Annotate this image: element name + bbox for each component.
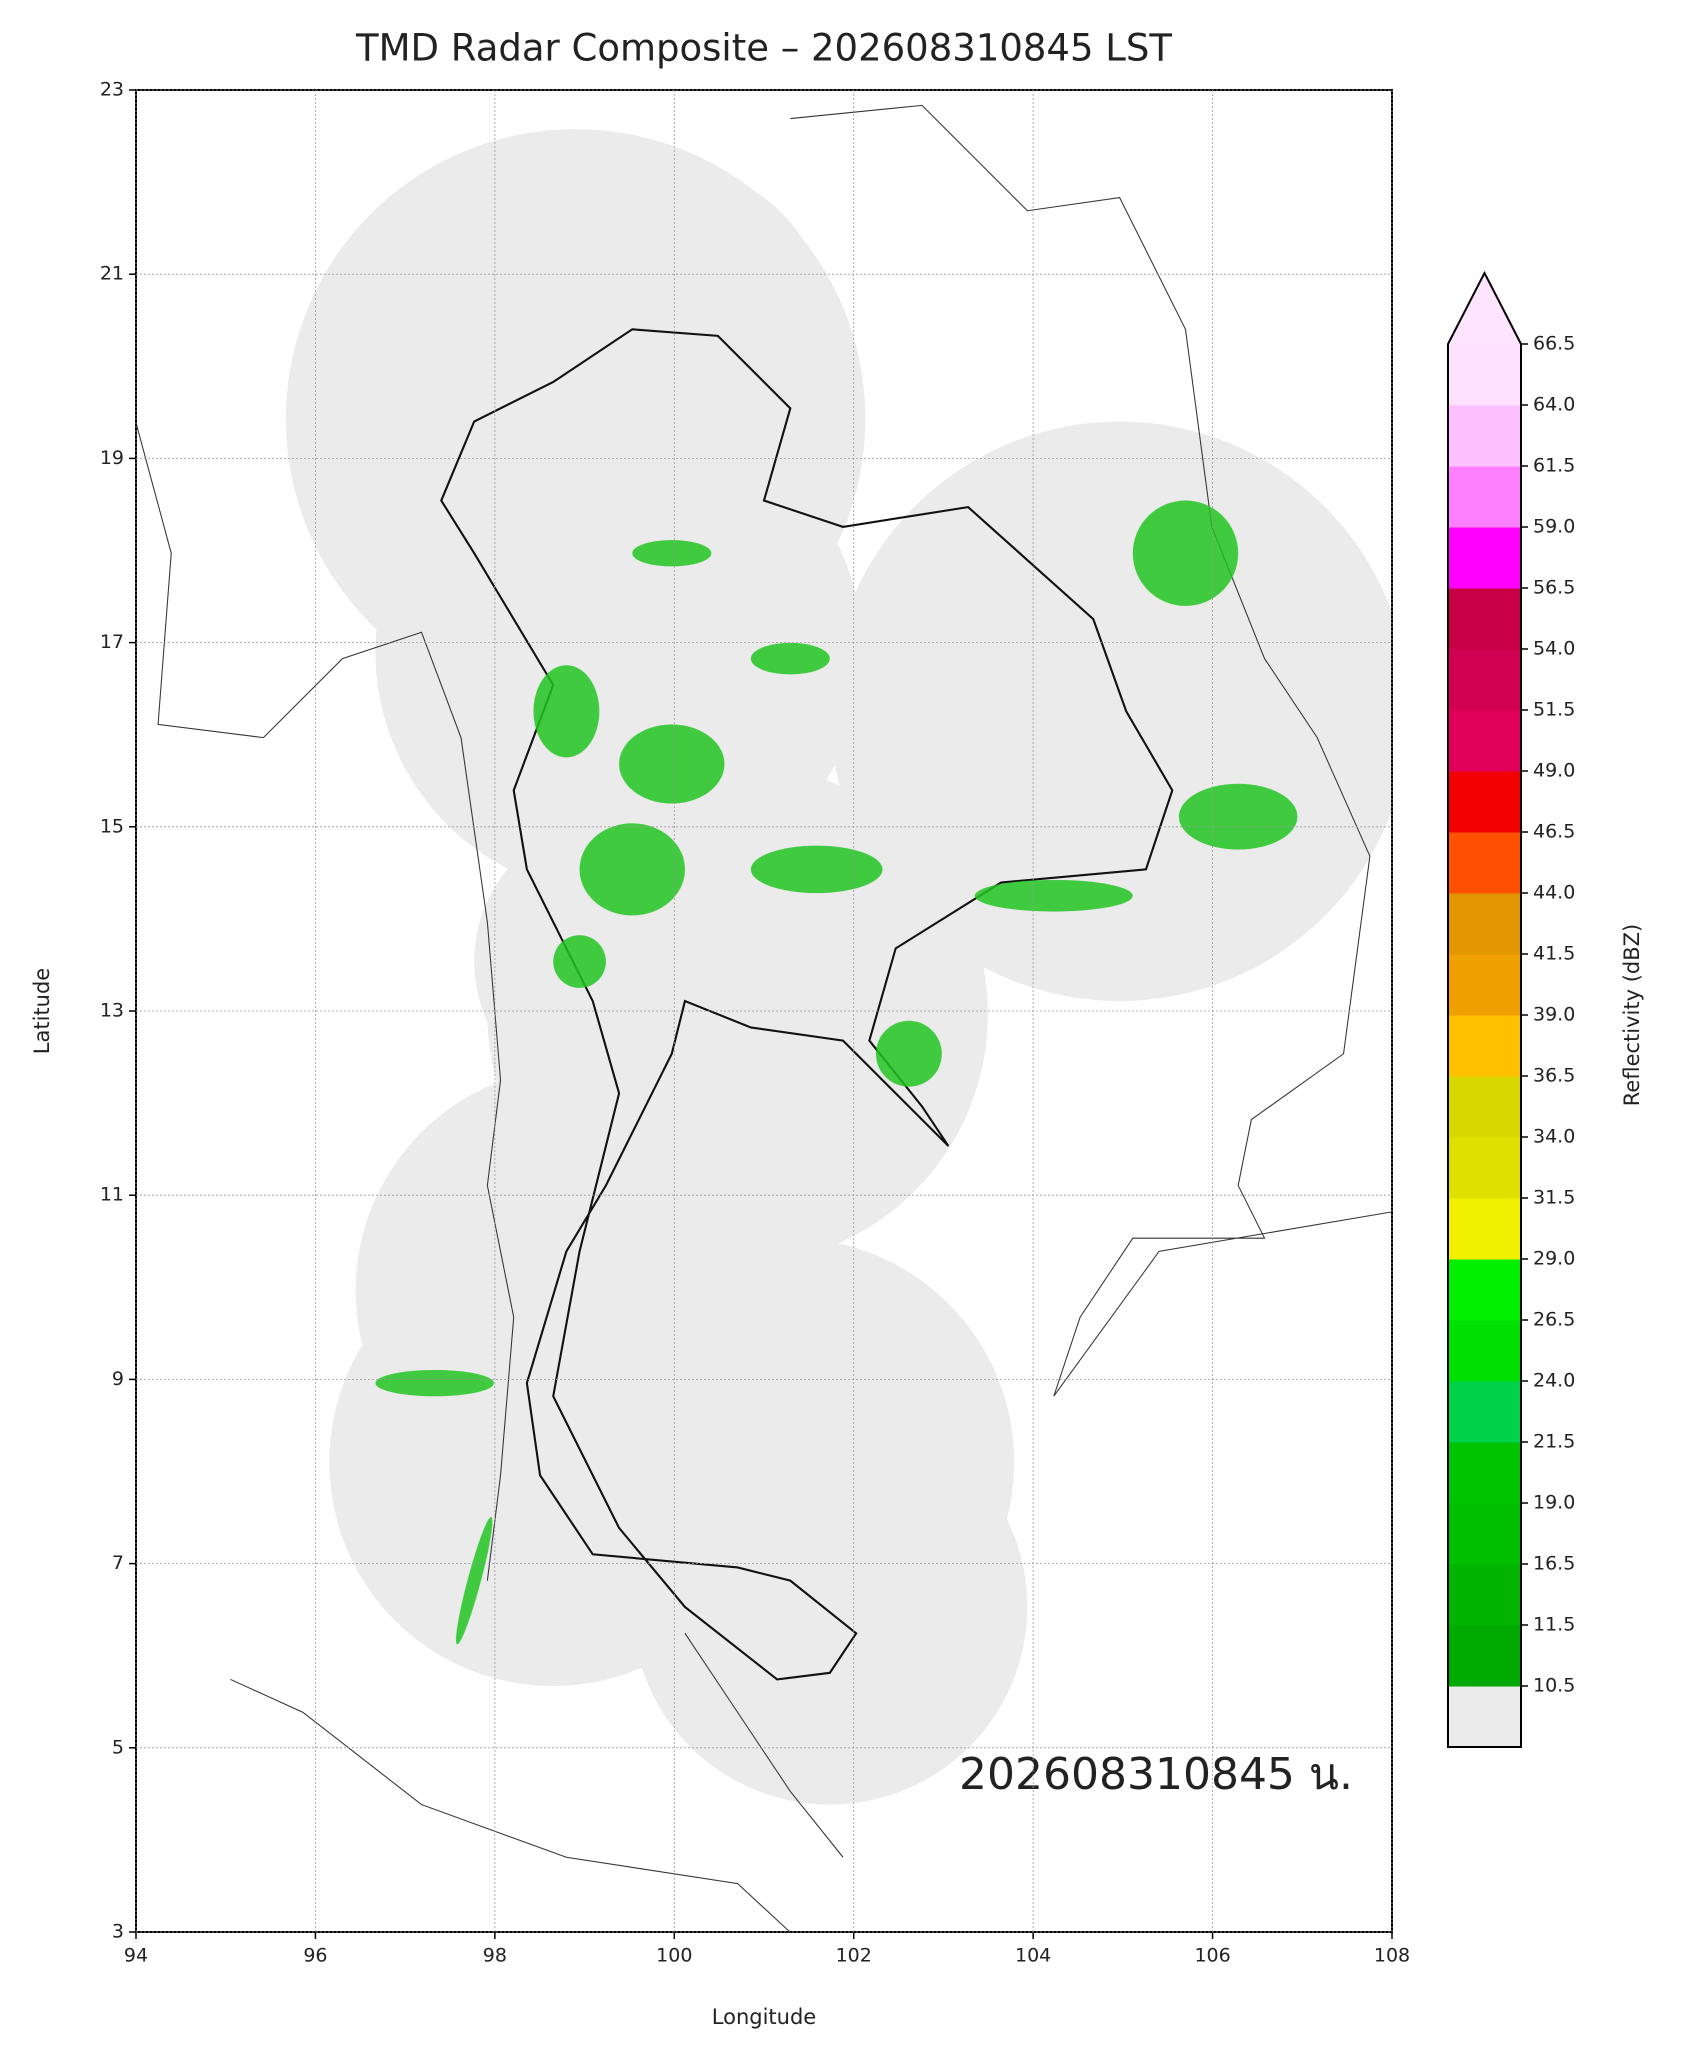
colorbar-band: [1448, 1198, 1521, 1260]
colorbar-tick-label: 34.0: [1533, 1126, 1575, 1148]
colorbar-band: [1448, 1503, 1521, 1565]
colorbar-label: Reflectivity (dBZ): [1620, 924, 1644, 1106]
coastlines: [136, 104, 1392, 1932]
y-tick-label: 21: [100, 263, 124, 285]
map-layer: [136, 104, 1392, 1932]
colorbar-tick-label: 24.0: [1533, 1370, 1575, 1392]
colorbar-frame: [1447, 270, 1522, 1748]
colorbar-tick-label: 36.5: [1533, 1065, 1575, 1087]
x-tick-label: 108: [1374, 1945, 1410, 1967]
colorbar-band: [1448, 893, 1521, 955]
colorbar-tick-label: 49.0: [1533, 760, 1575, 782]
colorbar-band: [1448, 1442, 1521, 1504]
y-tick-label: 5: [112, 1736, 124, 1758]
colorbar-tick-label: 21.5: [1533, 1431, 1575, 1453]
x-tick-label: 98: [483, 1945, 507, 1967]
colorbar-tick-label: 59.0: [1533, 516, 1575, 538]
y-tick-label: 19: [100, 447, 124, 469]
y-tick-label: 13: [100, 1000, 124, 1022]
y-tick-label: 23: [100, 79, 124, 101]
colorbar-band: [1448, 405, 1521, 467]
colorbar-tick-label: 44.0: [1533, 882, 1575, 904]
colorbar-tick-label: 66.5: [1533, 333, 1575, 355]
colorbar-band: [1448, 1137, 1521, 1199]
colorbar-band: [1448, 832, 1521, 894]
colorbar-tick-label: 16.5: [1533, 1553, 1575, 1575]
colorbar-tick-label: 26.5: [1533, 1309, 1575, 1331]
radar-echoes: [375, 500, 1298, 1645]
colorbar-band: [1448, 1381, 1521, 1443]
colorbar-band: [1448, 344, 1521, 406]
y-tick-label: 7: [112, 1552, 124, 1574]
colorbar-band: [1448, 1320, 1521, 1382]
x-tick-label: 102: [836, 1945, 872, 1967]
radar-coverage: [285, 129, 1392, 1805]
colorbar-tick-label: 19.0: [1533, 1492, 1575, 1514]
x-tick-label: 94: [124, 1945, 148, 1967]
colorbar-tick-label: 56.5: [1533, 577, 1575, 599]
y-tick-label: 3: [112, 1921, 124, 1943]
y-tick-label: 9: [112, 1368, 124, 1390]
x-tick-label: 96: [303, 1945, 327, 1967]
x-tick-label: 104: [1015, 1945, 1051, 1967]
colorbar-tick-label: 39.0: [1533, 1004, 1575, 1026]
colorbar-band: [1448, 527, 1521, 589]
colorbar-band: [1448, 1015, 1521, 1077]
x-tick-label: 106: [1194, 1945, 1230, 1967]
y-axis-label: Latitude: [30, 968, 54, 1054]
colorbar-tick-label: 61.5: [1533, 455, 1575, 477]
country-borders: [440, 328, 1174, 1681]
y-tick-label: 17: [100, 631, 124, 653]
colorbar-under: [1448, 1686, 1521, 1747]
y-tick-label: 15: [100, 815, 124, 837]
colorbar-band: [1448, 588, 1521, 650]
colorbar-tick-label: 54.0: [1533, 638, 1575, 660]
colorbar-band: [1448, 466, 1521, 528]
colorbar-tick-label: 31.5: [1533, 1187, 1575, 1209]
x-tick-label: 100: [656, 1945, 692, 1967]
colorbar-band: [1448, 1259, 1521, 1321]
colorbar-band: [1448, 1625, 1521, 1687]
colorbar-band: [1448, 710, 1521, 772]
y-tick-label: 11: [100, 1184, 124, 1206]
colorbar-tick-label: 41.5: [1533, 943, 1575, 965]
colorbar-band: [1448, 649, 1521, 711]
colorbar-tick-label: 10.5: [1533, 1675, 1575, 1697]
colorbar-tick-label: 46.5: [1533, 821, 1575, 843]
colorbar-band: [1448, 954, 1521, 1016]
colorbar-band: [1448, 771, 1521, 833]
colorbar-tick-label: 11.5: [1533, 1614, 1575, 1636]
colorbar-tick-label: 51.5: [1533, 699, 1575, 721]
colorbar-tick-label: 29.0: [1533, 1248, 1575, 1270]
colorbar-band: [1448, 1076, 1521, 1138]
x-axis-label: Longitude: [712, 2005, 816, 2029]
colorbar-extend: [1448, 273, 1521, 344]
colorbar-tick-label: 64.0: [1533, 394, 1575, 416]
colorbar-band: [1448, 1564, 1521, 1626]
chart-title: TMD Radar Composite – 202608310845 LST: [355, 27, 1172, 70]
time-annotation: 202608310845 น.: [959, 1749, 1353, 1800]
